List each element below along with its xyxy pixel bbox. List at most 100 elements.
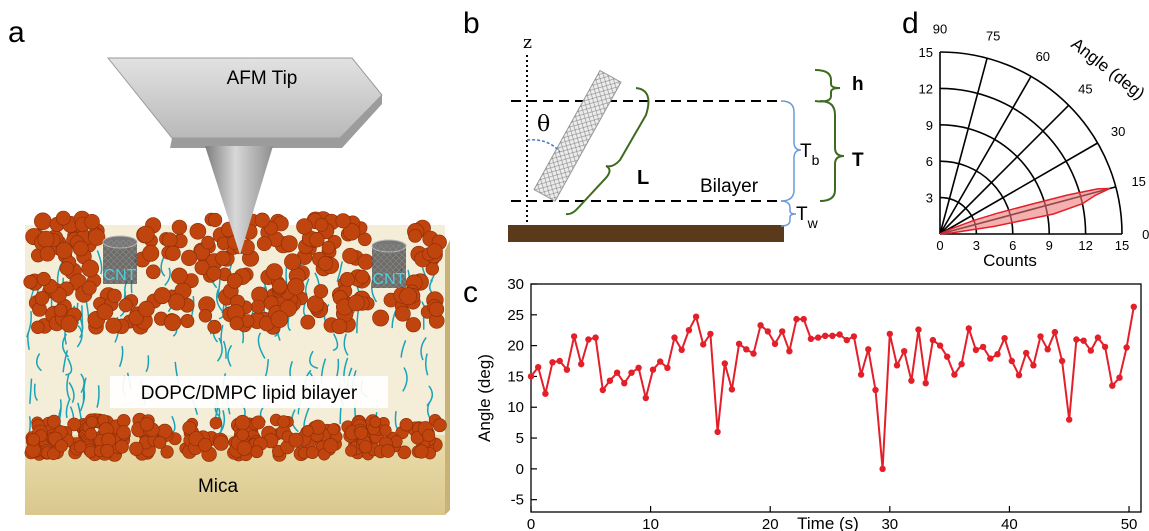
lipid-headgroup (313, 284, 329, 299)
lipid-tail (400, 340, 407, 358)
lipid-headgroup (422, 428, 436, 442)
data-point (1080, 337, 1087, 344)
lipid-headgroup (118, 298, 133, 313)
lipid-headgroup (88, 228, 106, 246)
lipid-headgroup (117, 414, 131, 428)
polar-spoke (939, 75, 1032, 235)
data-point (793, 315, 800, 323)
cnt-tube (533, 69, 622, 202)
data-point (836, 331, 843, 338)
data-point (1008, 357, 1015, 365)
data-point (814, 334, 822, 341)
lipid-headgroup (342, 223, 361, 241)
lipid-tail (332, 333, 339, 352)
lipid-headgroup (399, 418, 413, 432)
lipid-headgroup (380, 444, 395, 458)
data-point (779, 328, 786, 335)
lipid-tail (222, 340, 227, 359)
lipid-headgroup (34, 291, 50, 306)
afm-tip-label: AFM Tip (227, 68, 298, 89)
Tw-label: Tw (796, 204, 819, 231)
y-tick-label: 0 (516, 461, 524, 478)
data-point (987, 355, 994, 362)
lipid-headgroup (284, 253, 301, 271)
lipid-headgroup (394, 305, 411, 322)
data-point (542, 390, 549, 397)
x-tick-label: 0 (527, 516, 535, 531)
lipid-headgroup (194, 260, 210, 276)
lipid-tail (96, 250, 103, 275)
data-point (1101, 343, 1109, 351)
lipid-tail (164, 267, 171, 286)
x-tick-label: 20 (762, 516, 779, 531)
data-point (886, 330, 893, 338)
lipid-tail (61, 333, 70, 358)
data-point (649, 366, 657, 373)
polar-angle-tick-label: 60 (1036, 49, 1050, 64)
lipid-headgroup (237, 440, 253, 456)
lipid-headgroup (379, 424, 392, 437)
lipid-headgroup (226, 272, 243, 289)
lipid-tail (81, 305, 84, 330)
data-point (1037, 333, 1044, 340)
data-point (613, 369, 621, 376)
polar-x-tick-label: 15 (1115, 238, 1129, 253)
lipid-tail (339, 407, 342, 425)
lipid-headgroup (256, 236, 272, 252)
lipid-tail (309, 350, 319, 370)
lipid-headgroup (142, 244, 160, 262)
y-tick-label: 20 (507, 338, 524, 355)
lipid-tail (68, 382, 75, 403)
data-point (692, 313, 700, 320)
Tb-label: Tb (800, 141, 820, 168)
lipid-tail (96, 385, 100, 408)
lipid-headgroup (47, 447, 60, 461)
data-point (901, 348, 908, 355)
lipid-tail (220, 324, 224, 344)
data-point (757, 322, 764, 329)
polar-angle-tick-labels: 0 15 30 45 60 75 90 (933, 21, 1149, 242)
lipid-headgroup (153, 287, 171, 305)
data-point (1001, 335, 1008, 342)
data-point (657, 358, 664, 365)
lipid-headgroup (39, 246, 56, 262)
polar-y-tick-label: 15 (919, 45, 933, 60)
polar-y-tick-label: 3 (926, 191, 933, 206)
data-point (592, 334, 599, 341)
bilayer-label-box (110, 376, 388, 408)
lipid-headgroup (270, 310, 289, 329)
polar-angle-tick-label: 15 (1131, 174, 1145, 189)
lipid-headgroup (335, 213, 351, 229)
bilayer-label: DOPC/DMPC lipid bilayer (141, 383, 358, 404)
lipid-headgroup (397, 445, 412, 460)
data-point (1030, 362, 1037, 369)
lipid-headgroup (309, 232, 325, 248)
data-point (707, 330, 714, 338)
data-point (1109, 382, 1116, 389)
lipid-tail (343, 333, 349, 356)
h-label: h (852, 74, 864, 95)
lipid-headgroup (84, 214, 100, 230)
y-tick-label: 5 (516, 430, 524, 447)
lipid-headgroup (36, 271, 51, 286)
lipid-tail (27, 332, 30, 350)
data-point (700, 341, 707, 348)
data-point (728, 386, 736, 393)
polar-radial-tick-labels: 0 3 3 6 6 9 9 12 12 15 15 (919, 45, 1130, 253)
lipid-headgroup (33, 212, 52, 231)
L-label: L (637, 167, 649, 189)
data-point (936, 342, 944, 349)
lipid-tail (62, 350, 69, 373)
lipid-headgroup (427, 243, 443, 259)
lipid-tail (216, 337, 223, 362)
data-point (965, 325, 972, 332)
lipid-tail (118, 345, 124, 368)
data-point (951, 371, 958, 378)
data-point (972, 346, 980, 354)
lipid-headgroup (251, 299, 266, 314)
data-point (1022, 349, 1030, 357)
lipid-headgroup (359, 440, 373, 454)
lipid-headgroup (272, 278, 288, 294)
lipid-headgroup (85, 415, 98, 428)
